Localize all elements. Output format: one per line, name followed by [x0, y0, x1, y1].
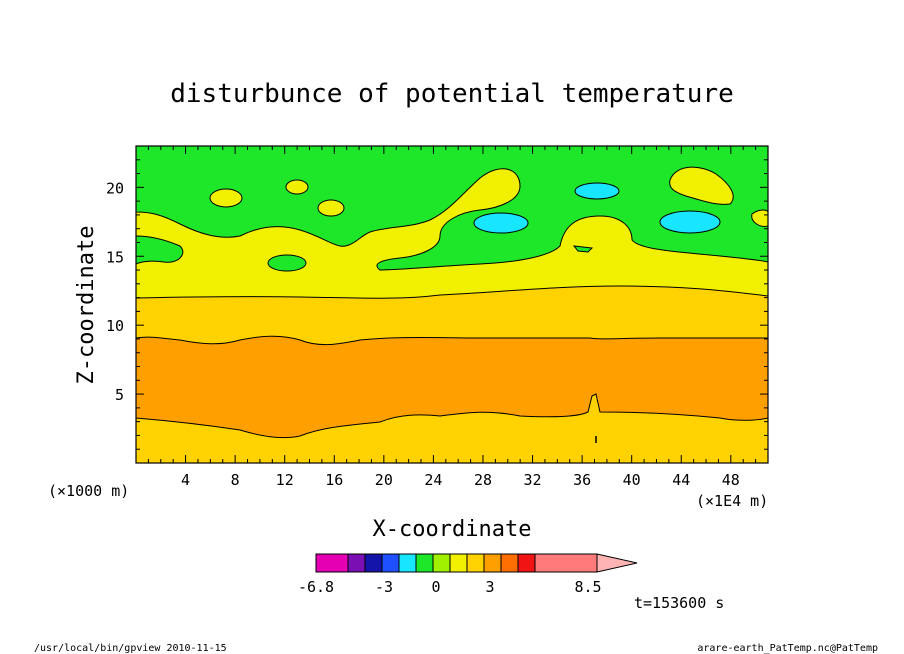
plot-frame	[135, 145, 769, 464]
x-tick-label: 12	[276, 471, 294, 489]
colorbar-segment	[415, 553, 434, 573]
blob-yellow-2	[285, 179, 309, 195]
colorbar-segment	[500, 553, 519, 573]
x-unit-left: (×1000 m)	[48, 482, 129, 500]
colorbar-label: 8.5	[574, 578, 601, 596]
blob-yellow-5	[751, 209, 768, 227]
colorbar-label: -3	[375, 578, 393, 596]
x-unit-right: (×1E4 m)	[696, 492, 768, 510]
band-green	[136, 146, 768, 271]
x-axis-label: X-coordinate	[373, 517, 532, 542]
colorbar-segment	[534, 553, 598, 573]
x-tick-label: 32	[524, 471, 542, 489]
x-tick-label: 16	[325, 471, 343, 489]
band-green-left-lobe	[136, 235, 184, 265]
footer-right: arare-earth_PatTemp.nc@PatTemp	[697, 643, 878, 654]
colorbar-segment	[364, 553, 383, 573]
x-tick-label: 24	[424, 471, 442, 489]
blob-green-1	[267, 254, 307, 272]
y-tick-label: 15	[106, 248, 124, 266]
colorbar-arrow	[596, 553, 638, 573]
colorbar-segment	[466, 553, 485, 573]
x-tick-label: 48	[722, 471, 740, 489]
colorbar-label: -6.8	[298, 578, 334, 596]
colorbar-labels: -6.8 -3 0 3 8.5	[298, 578, 602, 596]
y-tick-labels: 5 10 15 20	[106, 179, 124, 404]
y-tick-label: 10	[106, 317, 124, 335]
blob-yellow-4	[669, 166, 734, 205]
blob-cyan-2	[574, 182, 620, 200]
colorbar-segment	[347, 553, 366, 573]
y-tick-label: 5	[115, 386, 124, 404]
colorbar-segment	[315, 553, 349, 573]
colorbar-segment	[449, 553, 468, 573]
x-tick-labels: 4 8 12 16 20 24 28 32 36 40 44 48	[181, 471, 740, 489]
axis-ticks	[136, 146, 768, 463]
chart-title: disturbunce of potential temperature	[170, 79, 734, 109]
blob-yellow-3	[317, 199, 345, 217]
time-label: t=153600 s	[634, 594, 724, 612]
colorbar-label: 0	[431, 578, 440, 596]
x-tick-label: 20	[375, 471, 393, 489]
colorbar	[315, 553, 638, 573]
x-tick-label: 4	[181, 471, 190, 489]
blob-cyan-3	[659, 210, 721, 234]
colorbar-segment	[517, 553, 536, 573]
x-tick-label: 28	[474, 471, 492, 489]
x-tick-label: 8	[231, 471, 240, 489]
colorbar-label: 3	[485, 578, 494, 596]
blob-green-2	[572, 245, 594, 253]
blob-yellow-1	[209, 188, 243, 208]
blob-cyan-1	[473, 212, 529, 234]
footer-left: /usr/local/bin/gpview 2010-11-15	[34, 643, 227, 654]
colorbar-segment	[483, 553, 502, 573]
y-axis-label: Z-coordinate	[74, 226, 99, 385]
colorbar-segment	[432, 553, 451, 573]
colorbar-segment	[398, 553, 417, 573]
y-tick-label: 20	[106, 179, 124, 197]
colorbar-segment	[381, 553, 400, 573]
x-tick-label: 44	[672, 471, 690, 489]
x-tick-label: 36	[573, 471, 591, 489]
x-tick-label: 40	[623, 471, 641, 489]
